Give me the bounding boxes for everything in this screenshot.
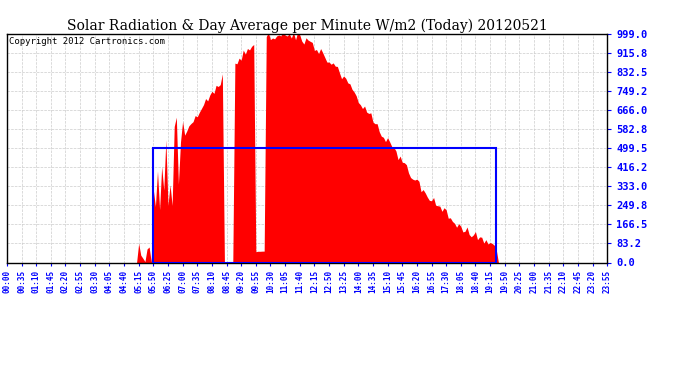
Bar bbox=[153, 148, 496, 262]
Title: Solar Radiation & Day Average per Minute W/m2 (Today) 20120521: Solar Radiation & Day Average per Minute… bbox=[67, 18, 547, 33]
Text: Copyright 2012 Cartronics.com: Copyright 2012 Cartronics.com bbox=[9, 37, 165, 46]
